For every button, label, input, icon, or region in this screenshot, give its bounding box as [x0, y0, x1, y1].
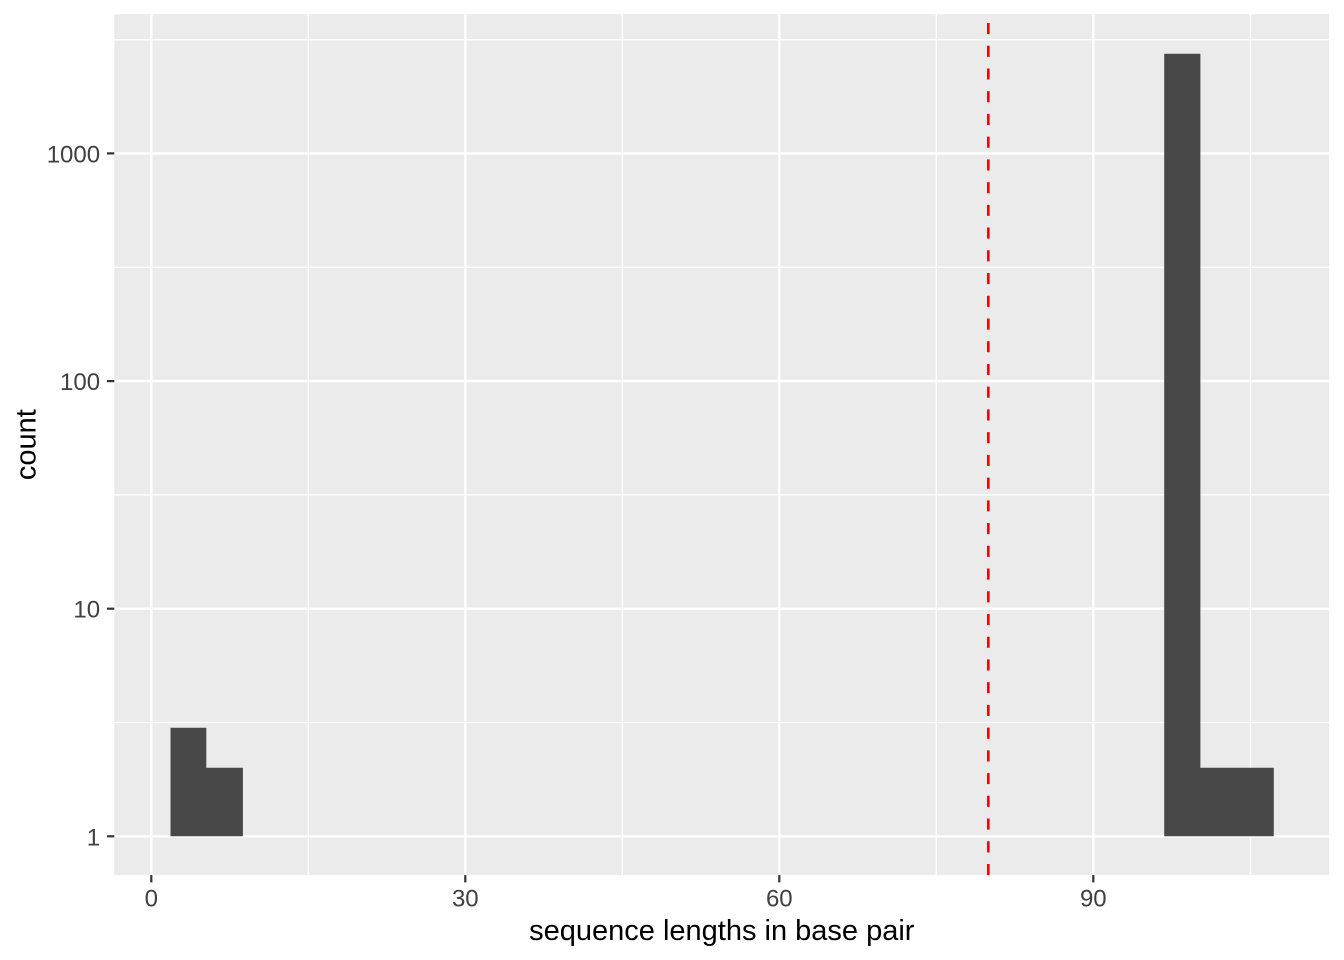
svg-text:60: 60 [766, 886, 793, 913]
svg-text:90: 90 [1080, 886, 1107, 913]
svg-text:sequence lengths in base pair: sequence lengths in base pair [529, 915, 915, 947]
svg-text:10: 10 [73, 597, 100, 624]
svg-text:count: count [10, 409, 42, 480]
svg-text:1000: 1000 [47, 141, 100, 168]
svg-text:30: 30 [452, 886, 479, 913]
svg-text:1: 1 [87, 824, 100, 851]
svg-text:100: 100 [60, 369, 100, 396]
svg-text:0: 0 [145, 886, 158, 913]
